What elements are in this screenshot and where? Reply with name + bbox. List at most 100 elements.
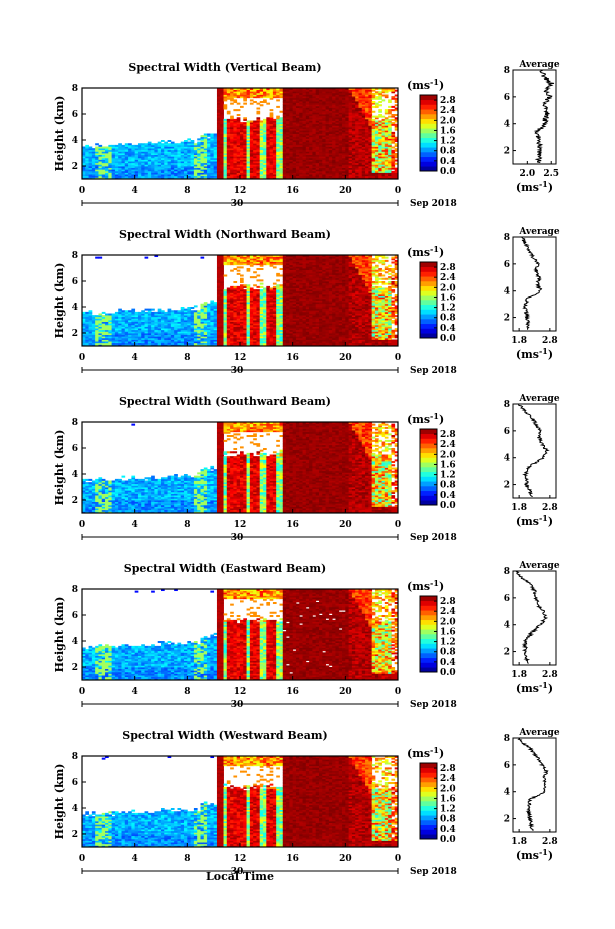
heatmap-cell — [95, 318, 99, 321]
heatmap-cell — [193, 159, 198, 162]
heatmap-cell — [325, 133, 330, 136]
heatmap-cell — [276, 167, 280, 170]
colorbar-swatch — [420, 104, 437, 110]
heatmap-cell — [240, 153, 244, 156]
heatmap-cell — [351, 104, 356, 107]
heatmap-cell — [286, 149, 290, 152]
heatmap-cell — [338, 89, 343, 92]
heatmap-cell — [236, 117, 241, 120]
heatmap-cell — [282, 127, 287, 130]
heatmap-cell — [292, 105, 297, 108]
heatmap-cell — [292, 120, 297, 123]
heatmap-cell — [203, 157, 208, 160]
heatmap-cell — [118, 344, 122, 347]
heatmap-cell — [263, 170, 267, 173]
heatmap-cell — [203, 148, 208, 151]
heatmap-cell — [319, 169, 323, 172]
heatmap-cell — [328, 135, 333, 138]
heatmap-cell — [170, 172, 175, 175]
heatmap-cell — [253, 135, 257, 138]
heatmap-cell — [190, 166, 195, 169]
heatmap-cell — [351, 115, 356, 118]
heatmap-cell — [305, 174, 310, 177]
heatmap-cell — [332, 174, 336, 177]
heatmap-cell — [256, 154, 261, 157]
heatmap-cell — [365, 112, 369, 115]
heatmap-cell — [371, 88, 376, 91]
heatmap-cell — [305, 148, 310, 151]
heatmap-cell — [85, 172, 89, 175]
heatmap-cell — [361, 130, 366, 133]
profile-y-tick-label: 6 — [504, 93, 510, 103]
heatmap-cell — [384, 123, 389, 126]
heatmap-cell — [272, 91, 277, 94]
heatmap-cell — [276, 96, 280, 99]
heatmap-cell — [368, 109, 373, 112]
heatmap-cell — [368, 159, 373, 162]
heatmap-cell — [332, 156, 336, 159]
heatmap-cell — [315, 122, 320, 125]
heatmap-cell — [216, 97, 221, 100]
heatmap-cell — [361, 170, 366, 173]
heatmap-cell — [249, 167, 254, 170]
heatmap-cell — [272, 125, 277, 128]
heatmap-cell — [223, 96, 228, 99]
heatmap-cell — [345, 118, 350, 121]
heatmap-cell — [371, 102, 376, 105]
heatmap-cell — [111, 149, 116, 152]
colorbar-swatch — [420, 152, 437, 158]
heatmap-cell — [200, 148, 205, 151]
heatmap-cell — [342, 122, 346, 125]
heatmap-cell — [358, 105, 363, 108]
heatmap-cell — [391, 157, 396, 160]
heatmap-cell — [226, 172, 231, 175]
heatmap-cell — [161, 153, 165, 156]
heatmap-cell — [286, 127, 290, 130]
heatmap-cell — [220, 99, 224, 102]
heatmap-cell — [355, 110, 359, 113]
heatmap-cell — [236, 166, 241, 169]
heatmap-cell — [269, 154, 274, 157]
heatmap-cell — [246, 151, 251, 154]
heatmap-cell — [358, 128, 363, 131]
heatmap-cell — [213, 172, 218, 175]
heatmap-cell — [118, 175, 122, 178]
heatmap-cell — [332, 104, 336, 107]
heatmap-cell — [289, 94, 294, 97]
heatmap-cell — [368, 105, 373, 108]
heatmap-cell — [272, 166, 277, 169]
heatmap-cell — [141, 153, 145, 156]
heatmap-cell — [322, 143, 326, 146]
heatmap-cell — [210, 138, 215, 141]
heatmap-cell — [141, 164, 145, 167]
heatmap-cell — [276, 92, 280, 95]
heatmap-cell — [124, 148, 129, 151]
heatmap-cell — [282, 101, 287, 104]
heatmap-cell — [312, 104, 317, 107]
heatmap-cell — [365, 99, 369, 102]
heatmap-cell — [365, 128, 369, 131]
heatmap-cell — [378, 166, 382, 169]
heatmap-cell — [259, 154, 264, 157]
heatmap-cell — [332, 110, 336, 113]
heatmap-cell — [147, 149, 152, 152]
heatmap-cell — [338, 112, 343, 115]
heatmap-cell — [381, 149, 386, 152]
heatmap-cell — [151, 159, 155, 162]
heatmap-cell — [322, 167, 326, 170]
heatmap-cell — [256, 174, 261, 177]
heatmap-cell — [243, 125, 247, 128]
heatmap-cell — [210, 141, 215, 144]
heatmap-cell — [289, 89, 294, 92]
heatmap-cell — [259, 127, 264, 130]
heatmap-cell — [266, 141, 271, 144]
heatmap-cell — [266, 151, 271, 154]
heatmap-cell — [82, 153, 86, 156]
heatmap-cell — [309, 125, 313, 128]
heatmap-cell — [342, 107, 346, 110]
heatmap-cell — [88, 157, 93, 160]
heatmap-cell — [131, 162, 136, 165]
heatmap-cell — [342, 133, 346, 136]
heatmap-cell — [220, 169, 224, 172]
heatmap-cell — [243, 161, 247, 164]
